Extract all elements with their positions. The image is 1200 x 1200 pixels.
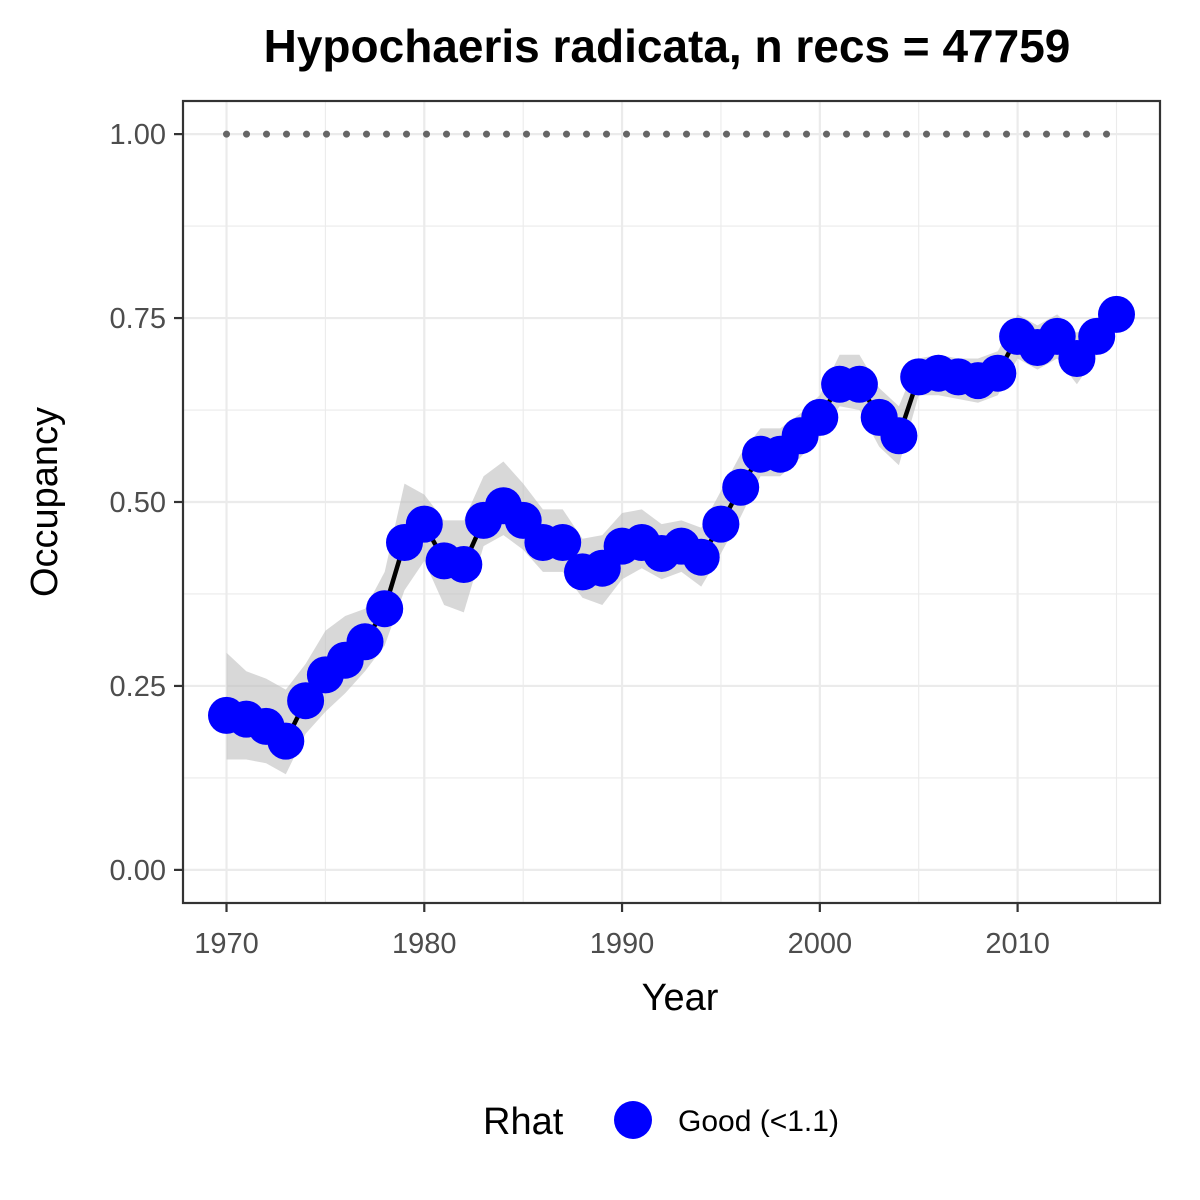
data-point — [445, 546, 482, 583]
data-point — [267, 723, 304, 760]
data-point — [702, 506, 739, 543]
data-point — [406, 506, 443, 543]
y-tick-label: 1.00 — [110, 119, 166, 151]
x-tick-label: 1970 — [194, 928, 259, 960]
x-axis: 1970 1980 1990 2000 2010 — [194, 903, 1050, 960]
legend-label-good: Good (<1.1) — [678, 1105, 839, 1138]
x-tick-label: 1980 — [392, 928, 457, 960]
data-point — [880, 417, 917, 454]
data-point — [347, 623, 384, 660]
data-point — [979, 355, 1016, 392]
legend-title: Rhat — [483, 1101, 564, 1143]
data-point — [722, 469, 759, 506]
x-tick-label: 2000 — [788, 928, 853, 960]
legend: Rhat Good (<1.1) — [483, 1101, 839, 1143]
y-tick-label: 0.75 — [110, 303, 166, 335]
chart-title: Hypochaeris radicata, n recs = 47759 — [264, 20, 1071, 72]
x-tick-label: 2010 — [985, 928, 1050, 960]
y-tick-label: 0.00 — [110, 855, 166, 887]
data-point — [1098, 296, 1135, 333]
data-point — [801, 399, 838, 436]
x-axis-title: Year — [642, 977, 719, 1019]
legend-swatch-good — [614, 1101, 652, 1139]
data-point — [366, 590, 403, 627]
y-axis: 0.00 0.25 0.50 0.75 1.00 — [110, 119, 183, 887]
data-point — [841, 366, 878, 403]
y-tick-label: 0.50 — [110, 487, 166, 519]
y-tick-label: 0.25 — [110, 671, 166, 703]
y-axis-title: Occupancy — [24, 407, 66, 597]
data-point — [683, 539, 720, 576]
x-tick-label: 1990 — [590, 928, 655, 960]
